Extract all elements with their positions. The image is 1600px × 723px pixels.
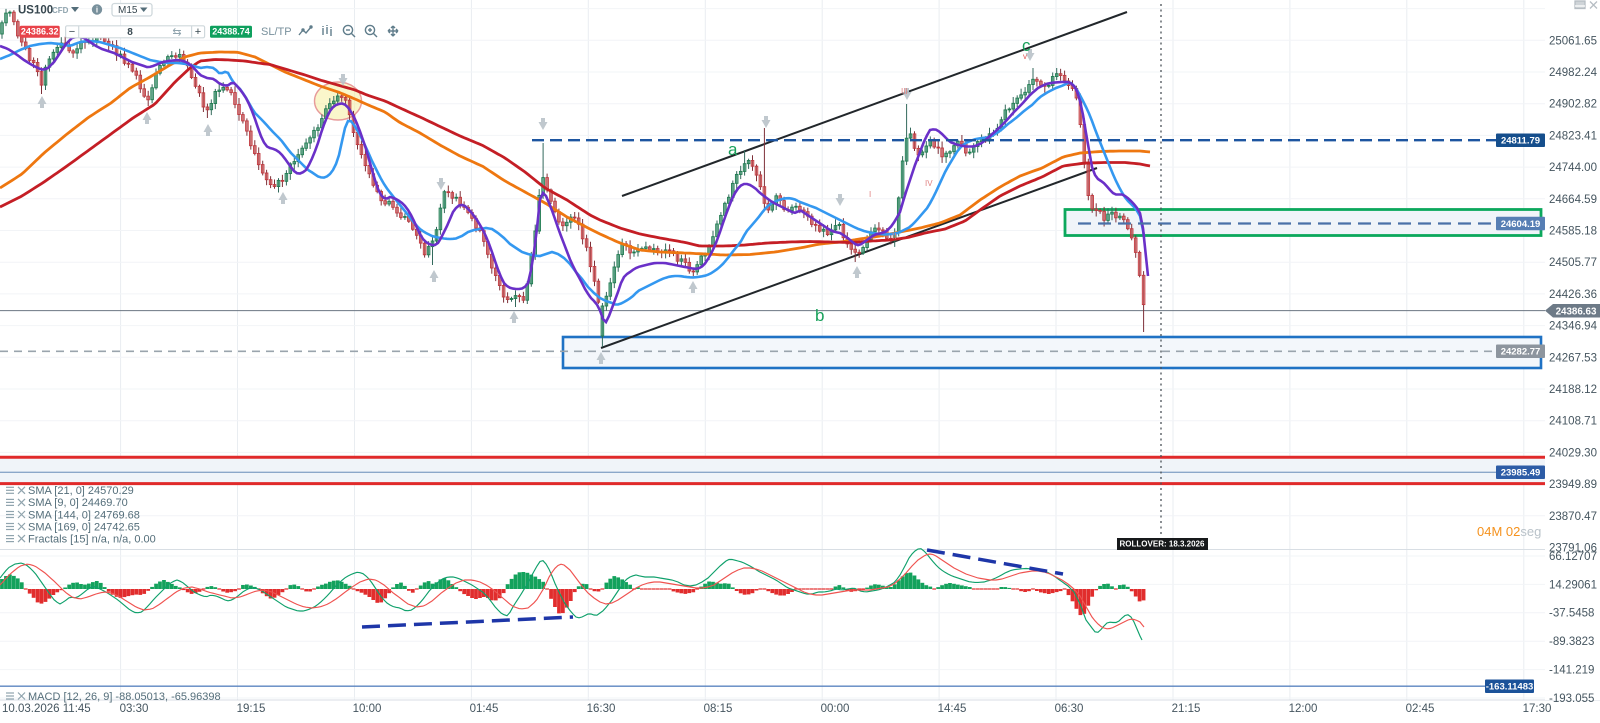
svg-text:23949.89: 23949.89 bbox=[1549, 479, 1597, 491]
svg-text:14.29061: 14.29061 bbox=[1549, 579, 1597, 591]
svg-text:08:15: 08:15 bbox=[704, 703, 733, 715]
svg-text:v: v bbox=[1023, 52, 1027, 61]
svg-text:16:30: 16:30 bbox=[587, 703, 616, 715]
svg-text:MACD [12, 26, 9] -88.05013, -6: MACD [12, 26, 9] -88.05013, -65.96398 bbox=[28, 691, 221, 703]
svg-text:19:15: 19:15 bbox=[237, 703, 266, 715]
svg-text:24386.63: 24386.63 bbox=[1556, 306, 1597, 317]
svg-text:SMA [144, 0] 24769.68: SMA [144, 0] 24769.68 bbox=[28, 509, 140, 521]
svg-text:-37.5458: -37.5458 bbox=[1549, 608, 1594, 620]
svg-text:10.03.2026 11:45: 10.03.2026 11:45 bbox=[2, 703, 91, 715]
svg-text:24664.59: 24664.59 bbox=[1549, 194, 1597, 206]
svg-text:02:45: 02:45 bbox=[1406, 703, 1435, 715]
svg-text:24811.79: 24811.79 bbox=[1501, 136, 1540, 147]
svg-text:IV: IV bbox=[925, 179, 933, 188]
svg-text:M15: M15 bbox=[118, 5, 138, 16]
svg-text:14:45: 14:45 bbox=[938, 703, 967, 715]
svg-text:23985.49: 23985.49 bbox=[1501, 468, 1541, 479]
svg-text:17:30: 17:30 bbox=[1523, 703, 1552, 715]
svg-text:⇆: ⇆ bbox=[172, 27, 181, 39]
svg-text:25061.65: 25061.65 bbox=[1549, 35, 1597, 47]
svg-text:SMA [21, 0] 24570.29: SMA [21, 0] 24570.29 bbox=[28, 485, 134, 497]
svg-text:23870.47: 23870.47 bbox=[1549, 511, 1597, 523]
svg-text:24505.77: 24505.77 bbox=[1549, 257, 1597, 269]
svg-text:−: − bbox=[69, 26, 75, 38]
svg-text:III: III bbox=[901, 87, 908, 96]
svg-text:US100: US100 bbox=[18, 5, 53, 17]
svg-text:ROLLOVER: 18.3.2026: ROLLOVER: 18.3.2026 bbox=[1120, 540, 1205, 549]
svg-text:03:30: 03:30 bbox=[120, 703, 149, 715]
svg-text:SL/TP: SL/TP bbox=[261, 26, 292, 38]
svg-text:24282.77: 24282.77 bbox=[1501, 347, 1541, 358]
svg-text:24426.36: 24426.36 bbox=[1549, 289, 1597, 301]
svg-text:24188.12: 24188.12 bbox=[1549, 384, 1597, 396]
svg-text:i: i bbox=[96, 6, 98, 15]
svg-text:CFD: CFD bbox=[52, 6, 69, 15]
svg-text:04M 02seg: 04M 02seg bbox=[1477, 524, 1541, 539]
svg-text:01:45: 01:45 bbox=[470, 703, 499, 715]
svg-text:24346.94: 24346.94 bbox=[1549, 321, 1598, 333]
svg-text:8: 8 bbox=[127, 27, 133, 38]
svg-text:c: c bbox=[1022, 36, 1031, 55]
svg-text:-141.219: -141.219 bbox=[1549, 664, 1594, 676]
svg-text:24267.53: 24267.53 bbox=[1549, 352, 1597, 364]
svg-text:06:30: 06:30 bbox=[1055, 703, 1084, 715]
svg-text:24982.24: 24982.24 bbox=[1549, 67, 1598, 79]
svg-text:+: + bbox=[195, 26, 201, 38]
svg-text:b: b bbox=[815, 306, 824, 325]
svg-text:II: II bbox=[892, 232, 896, 241]
svg-text:-193.055: -193.055 bbox=[1549, 693, 1594, 705]
svg-text:24386.32: 24386.32 bbox=[21, 27, 59, 37]
svg-text:66.12707: 66.12707 bbox=[1549, 551, 1597, 563]
svg-text:a: a bbox=[728, 140, 738, 159]
svg-text:-163.11483: -163.11483 bbox=[1486, 682, 1534, 693]
svg-text:24029.30: 24029.30 bbox=[1549, 447, 1597, 459]
svg-text:12:00: 12:00 bbox=[1289, 703, 1318, 715]
svg-text:10:00: 10:00 bbox=[353, 703, 382, 715]
svg-text:24108.71: 24108.71 bbox=[1549, 416, 1597, 428]
svg-text:SMA [169, 0] 24742.65: SMA [169, 0] 24742.65 bbox=[28, 521, 140, 533]
svg-text:I: I bbox=[869, 190, 871, 199]
svg-text:24823.41: 24823.41 bbox=[1549, 130, 1597, 142]
svg-text:00:00: 00:00 bbox=[821, 703, 850, 715]
svg-text:24585.18: 24585.18 bbox=[1549, 226, 1597, 238]
svg-text:Fractals [15] n/a, n/a, 0.00: Fractals [15] n/a, n/a, 0.00 bbox=[28, 533, 156, 545]
svg-text:24902.82: 24902.82 bbox=[1549, 99, 1597, 111]
svg-text:-89.3823: -89.3823 bbox=[1549, 636, 1594, 648]
svg-text:24388.74: 24388.74 bbox=[212, 27, 250, 37]
svg-text:23791.06: 23791.06 bbox=[1549, 543, 1597, 555]
svg-text:24744.00: 24744.00 bbox=[1549, 162, 1597, 174]
svg-text:21:15: 21:15 bbox=[1172, 703, 1201, 715]
svg-text:24604.19: 24604.19 bbox=[1501, 219, 1541, 230]
svg-text:SMA [9, 0] 24469.70: SMA [9, 0] 24469.70 bbox=[28, 497, 128, 509]
